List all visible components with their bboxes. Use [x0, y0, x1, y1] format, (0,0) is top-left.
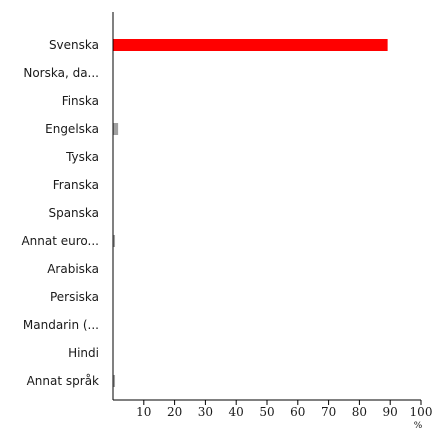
category-label: Finska — [62, 94, 99, 108]
category-label: Persiska — [50, 290, 99, 304]
x-tick-label: 80 — [352, 405, 367, 419]
category-label: Franska — [53, 178, 99, 192]
x-tick-label: 30 — [198, 405, 213, 419]
category-label: Spanska — [48, 206, 99, 220]
category-label: Norska, da... — [23, 66, 99, 80]
category-label: Svenska — [49, 38, 99, 52]
chart-axes — [112, 12, 422, 405]
x-tick-label: 10 — [136, 405, 151, 419]
bar — [113, 235, 116, 247]
category-label: Annat språk — [27, 374, 99, 388]
x-tick-label: 50 — [259, 405, 274, 419]
x-unit-label: % — [414, 421, 423, 431]
bar — [113, 375, 116, 387]
x-tick-label: 90 — [383, 405, 398, 419]
category-labels: Svenska Norska, da... Finska Engelska Tyska F… — [21, 38, 99, 388]
category-label: Tyska — [65, 150, 99, 164]
x-tick-label: 100 — [410, 405, 433, 419]
category-label: Engelska — [45, 122, 99, 136]
chart-bars — [113, 39, 388, 387]
x-tick-label: 20 — [167, 405, 182, 419]
category-label: Annat euro... — [21, 234, 99, 248]
x-tick-label: 70 — [321, 405, 336, 419]
x-tick-labels: 10 20 30 40 50 60 70 80 90 100 — [136, 405, 432, 419]
category-label: Arabiska — [47, 262, 99, 276]
category-label: Mandarin (... — [23, 318, 99, 332]
x-tick-label: 60 — [290, 405, 305, 419]
bar — [113, 39, 388, 51]
bar — [113, 123, 119, 135]
x-tick-label: 40 — [229, 405, 244, 419]
category-label: Hindi — [68, 346, 99, 360]
